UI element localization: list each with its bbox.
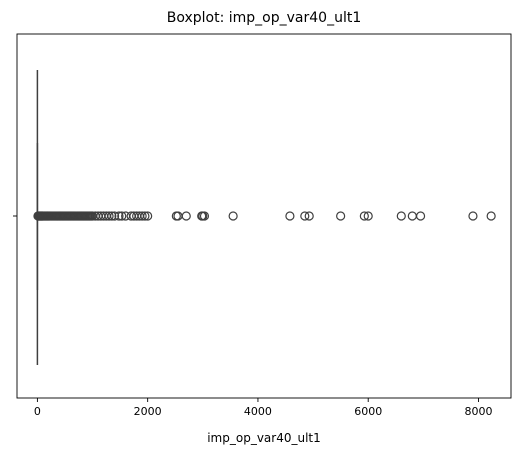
outlier-point xyxy=(469,212,477,220)
outlier-point xyxy=(337,212,345,220)
x-axis-ticks: 0 2000 4000 6000 8000 xyxy=(34,398,493,418)
outlier-point xyxy=(229,212,237,220)
x-tick-label: 2000 xyxy=(134,405,162,418)
outlier-point xyxy=(487,212,495,220)
outlier-point xyxy=(417,212,425,220)
outlier-point xyxy=(182,212,190,220)
x-tick-label: 8000 xyxy=(464,405,492,418)
outlier-point xyxy=(408,212,416,220)
plot-area xyxy=(34,70,495,365)
x-tick-label: 0 xyxy=(34,405,41,418)
x-axis-label: imp_op_var40_ult1 xyxy=(207,431,321,445)
x-tick-label: 6000 xyxy=(354,405,382,418)
outlier-point xyxy=(286,212,294,220)
outlier-point xyxy=(397,212,405,220)
x-tick-label: 4000 xyxy=(244,405,272,418)
chart-title: Boxplot: imp_op_var40_ult1 xyxy=(167,10,361,26)
